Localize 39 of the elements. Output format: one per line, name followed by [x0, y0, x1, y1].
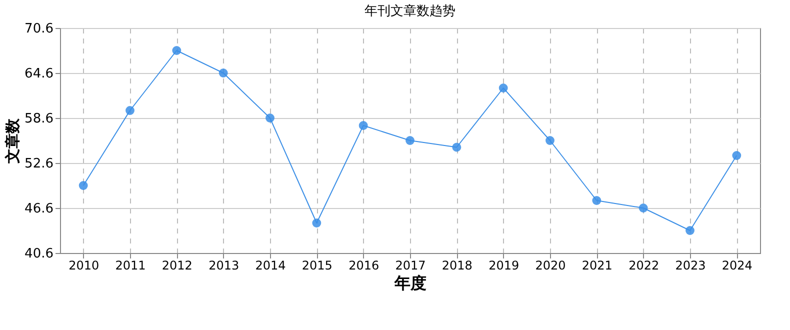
point — [592, 196, 602, 205]
point — [406, 136, 414, 145]
point — [126, 106, 134, 115]
y-tick-label: 46.6 — [24, 202, 54, 216]
x-tick-label: 2018 — [442, 258, 472, 272]
y-tick-label: 52.6 — [24, 156, 54, 172]
x-tick-label: 2014 — [255, 258, 286, 272]
x-tick-label: 2012 — [162, 258, 192, 272]
y-tick-label: 70.6 — [24, 22, 54, 36]
point — [638, 204, 648, 212]
x-tick-label: 2011 — [115, 258, 146, 272]
x-tick-label: 2013 — [208, 258, 240, 272]
x-tick-label: 2017 — [395, 258, 426, 272]
x-tick-label: 2024 — [722, 258, 752, 272]
y-tick-label: 58.6 — [24, 112, 54, 126]
point — [358, 121, 368, 130]
chart-title: 年刊文章数趋势 — [364, 4, 456, 19]
x-tick-label: 2023 — [675, 258, 706, 272]
x-tick-label: 2020 — [535, 258, 566, 272]
point — [452, 142, 462, 152]
point — [218, 68, 228, 78]
x-axis-title: 年度 — [394, 274, 426, 292]
x-tick-label: 2016 — [348, 258, 380, 272]
point — [686, 226, 694, 235]
point — [498, 84, 508, 92]
x-tick-label: 2021 — [582, 258, 612, 272]
x-tick-label: 2015 — [302, 258, 332, 272]
y-tick-label: 64.6 — [24, 66, 54, 82]
x-tick-label: 2022 — [628, 258, 660, 272]
x-tick-label: 2019 — [488, 258, 520, 272]
point — [546, 136, 554, 145]
point — [78, 181, 88, 190]
point — [266, 114, 274, 122]
point — [732, 151, 742, 160]
y-axis-title: 文章数 — [4, 118, 22, 164]
x-tick-label: 2010 — [68, 258, 100, 272]
y-tick-label: 40.6 — [24, 246, 54, 262]
point — [172, 46, 182, 55]
point — [312, 218, 322, 228]
